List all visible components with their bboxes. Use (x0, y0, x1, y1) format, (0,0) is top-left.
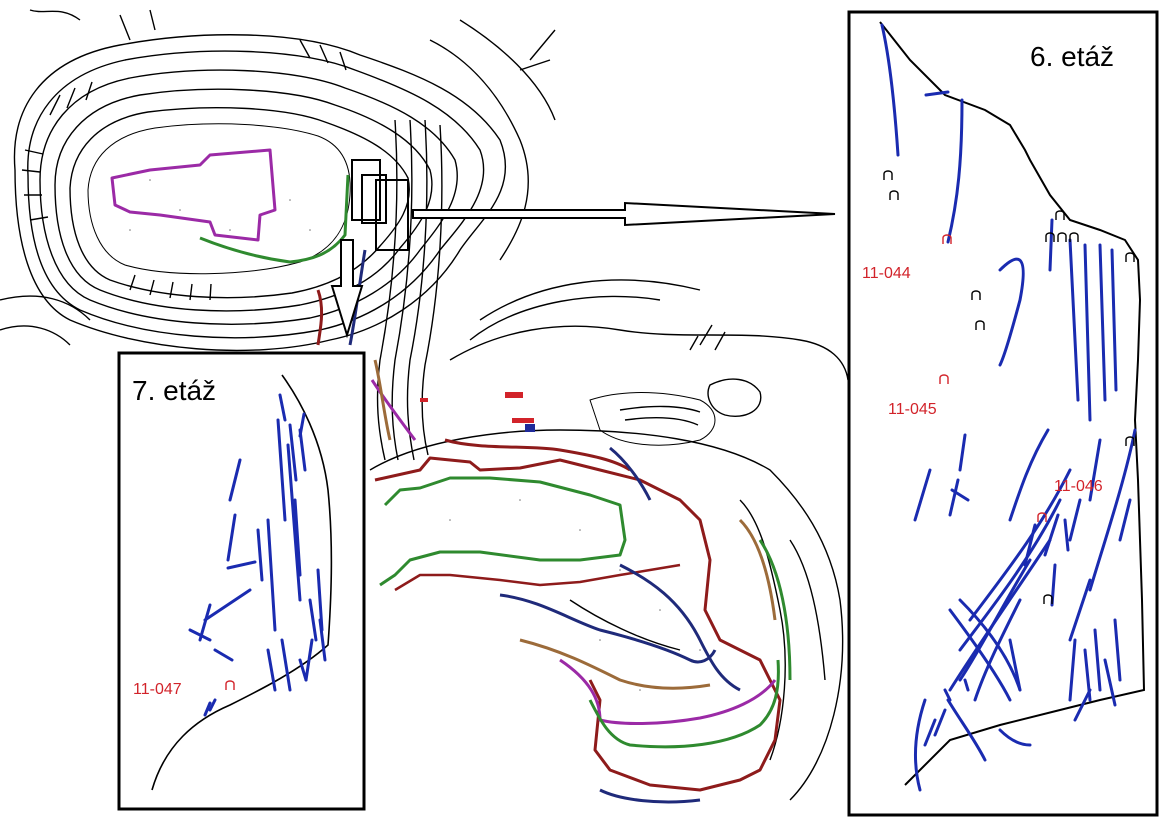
sample-marker-icon (971, 290, 981, 300)
bench-green (588, 659, 780, 749)
level7-boundary (151, 374, 333, 791)
pit-floor-texture (129, 179, 701, 691)
contour-line (54, 88, 433, 312)
sample-marker-icon (883, 170, 893, 180)
sample-label: 11-044 (862, 265, 911, 282)
sample-label: 11-045 (888, 401, 937, 418)
sample-marker-icon (889, 190, 899, 200)
sample-marker-icon (975, 320, 985, 330)
inset-level6-frame (847, 10, 1159, 817)
bench-brown (519, 638, 711, 690)
sample-marker-icon (942, 234, 952, 244)
sample-marker-icon (939, 374, 949, 384)
locator-level7-b (361, 174, 387, 224)
bench-navy (609, 446, 652, 501)
locator-level7-a (351, 159, 381, 221)
bench-red (316, 289, 324, 346)
sample-label: 11-047 (133, 681, 182, 698)
level6-fractures (880, 23, 1137, 792)
bench-navy (599, 788, 701, 804)
bench-brown (373, 359, 392, 441)
bench-red (374, 456, 782, 792)
contour-line (87, 123, 351, 275)
arrow-to-level6 (412, 201, 836, 227)
sample-marker-icon (1069, 232, 1079, 242)
sample-marker-icon (1057, 232, 1067, 242)
bench-brown (738, 518, 777, 621)
bench-purple (370, 379, 417, 441)
bench-green (758, 539, 792, 681)
inset-level6: 6. etáž 11-044 11-045 11-046 (847, 10, 1159, 817)
facility-blocks (420, 392, 535, 432)
arrow-to-level7 (330, 239, 364, 339)
locator-level6 (375, 179, 409, 251)
bench-red (444, 438, 631, 472)
level7-fractures (188, 393, 327, 717)
contour-line (69, 106, 410, 299)
inset-level7: 7. etáž 11-047 (117, 351, 366, 811)
sample-marker-icon (1037, 512, 1047, 522)
sample-marker-icon (225, 680, 235, 690)
bench-green (379, 476, 627, 587)
pointer-arrows (330, 201, 836, 339)
contour-line (27, 50, 485, 339)
bench-lines-lower (370, 359, 792, 804)
panel-title: 6. etáž (1030, 41, 1114, 72)
bench-red (394, 563, 681, 592)
sample-label: 11-046 (1054, 478, 1103, 495)
bench-navy (619, 563, 741, 692)
bench-purple (559, 658, 777, 726)
sample-marker-icons (883, 170, 1135, 604)
sample-marker-icon (1043, 594, 1053, 604)
level6-boundary (879, 21, 1146, 786)
sample-marker-icon (1045, 232, 1055, 242)
bench-navy (499, 593, 717, 664)
bench-purple (110, 148, 277, 242)
sample-marker-icon (1125, 252, 1135, 262)
sample-marker-icon (1055, 210, 1065, 220)
bench-green (199, 174, 350, 264)
panel-title: 7. etáž (132, 375, 216, 406)
inset-level7-frame (117, 351, 366, 811)
locator-boxes (351, 159, 409, 251)
sample-marker-icon (1125, 436, 1135, 446)
contour-line (13, 34, 507, 352)
bench-lines-upper (110, 148, 367, 346)
